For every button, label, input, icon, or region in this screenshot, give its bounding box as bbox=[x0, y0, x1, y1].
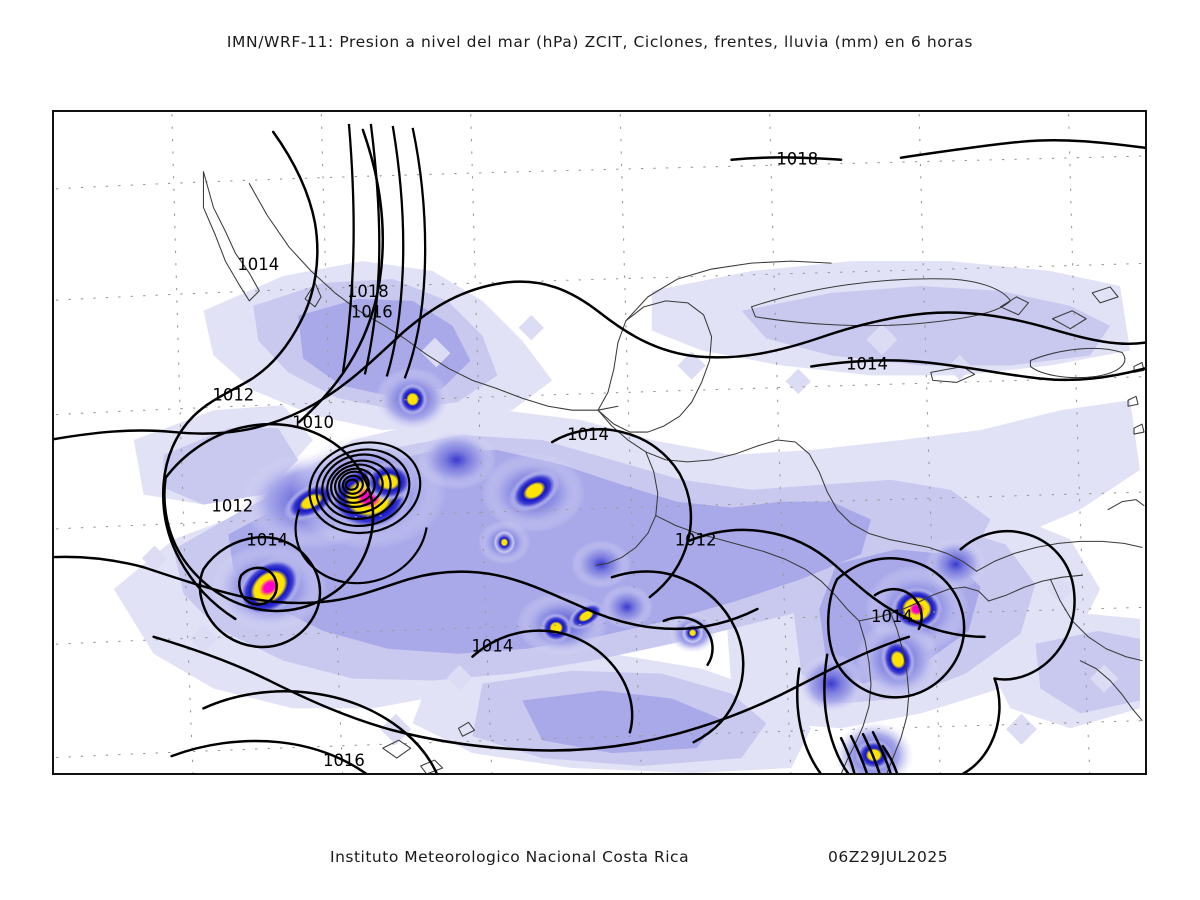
isobar-label: 1016 bbox=[351, 303, 393, 322]
isobar-label: 1014 bbox=[237, 255, 279, 274]
isobar-andes-a bbox=[839, 736, 856, 773]
isobar-1014-pacific-nw bbox=[161, 130, 319, 621]
isobar-andes-e bbox=[881, 744, 899, 773]
isobar-andes-b bbox=[849, 734, 869, 773]
footer-valid-time: 06Z29JUL2025 bbox=[828, 848, 949, 866]
isobar-1014-sa-west2 bbox=[796, 667, 822, 773]
isobar-label: 1012 bbox=[211, 497, 253, 516]
isobar-andes-d bbox=[871, 731, 892, 773]
isobar-1014-sa-east2 bbox=[961, 677, 1001, 773]
isobar-1012-sw-low-inner bbox=[238, 566, 278, 606]
isobar-1018-north-b bbox=[899, 138, 1145, 159]
isobar-1016-lower-left bbox=[202, 690, 438, 773]
isobar-1018-north-a bbox=[730, 156, 843, 161]
isobar-label: 1010 bbox=[292, 413, 334, 432]
isobar-andes-c bbox=[861, 732, 881, 773]
isobar-label: 1014 bbox=[471, 637, 513, 656]
isobar-1016-lower-left2 bbox=[170, 739, 368, 773]
weather-map[interactable]: 1018 1014 1018 1016 1012 1010 1014 1014 … bbox=[54, 112, 1145, 773]
isobar-label: 1014 bbox=[567, 425, 609, 444]
isobar-1014-east-caribbean bbox=[809, 359, 1145, 382]
isobar-labels: 1018 1014 1018 1016 1012 1010 1014 1014 … bbox=[211, 150, 912, 770]
isobar-1014-sa-inner bbox=[873, 587, 923, 631]
tehuantepec-gradient-isobars bbox=[341, 123, 427, 379]
isobar-1014-central bbox=[54, 555, 759, 631]
isobar-label: 1016 bbox=[323, 751, 365, 770]
isobar-1014-sa-loop bbox=[826, 557, 966, 699]
rain-core-colombia bbox=[890, 587, 943, 631]
isobar-label: 1014 bbox=[846, 354, 888, 373]
isobar-1014-centam bbox=[550, 428, 693, 599]
isobar-1012-south-c bbox=[662, 616, 714, 666]
map-frame[interactable]: 1018 1014 1018 1016 1012 1010 1014 1014 … bbox=[52, 110, 1147, 775]
isobar-label: 1012 bbox=[212, 385, 254, 404]
isobar-label: 1014 bbox=[246, 530, 288, 549]
cyclone-closed-isobars bbox=[294, 441, 428, 585]
isobar-1012-pacific-closed bbox=[163, 422, 375, 613]
isobar-label: 1012 bbox=[675, 530, 717, 549]
graticule bbox=[54, 112, 1145, 773]
isobar-label: 1014 bbox=[871, 607, 913, 626]
isobar-1014-centam2 bbox=[686, 528, 986, 639]
isobar-1012-south-b bbox=[610, 570, 745, 744]
isobar-1014-sa-west bbox=[823, 653, 850, 773]
isobars bbox=[54, 128, 1145, 773]
isobar-1012-south-a bbox=[471, 629, 634, 734]
isobar-1016-caribbean bbox=[54, 280, 1145, 441]
isobar-label: 1018 bbox=[776, 150, 818, 169]
isobar-1012-sw-low bbox=[198, 535, 322, 649]
page-title: IMN/WRF-11: Presion a nivel del mar (hPa… bbox=[226, 33, 974, 51]
footer-institute: Instituto Meteorologico Nacional Costa R… bbox=[330, 848, 690, 866]
isobar-label: 1018 bbox=[347, 282, 389, 301]
isobar-1014-sa-east bbox=[959, 529, 1076, 681]
